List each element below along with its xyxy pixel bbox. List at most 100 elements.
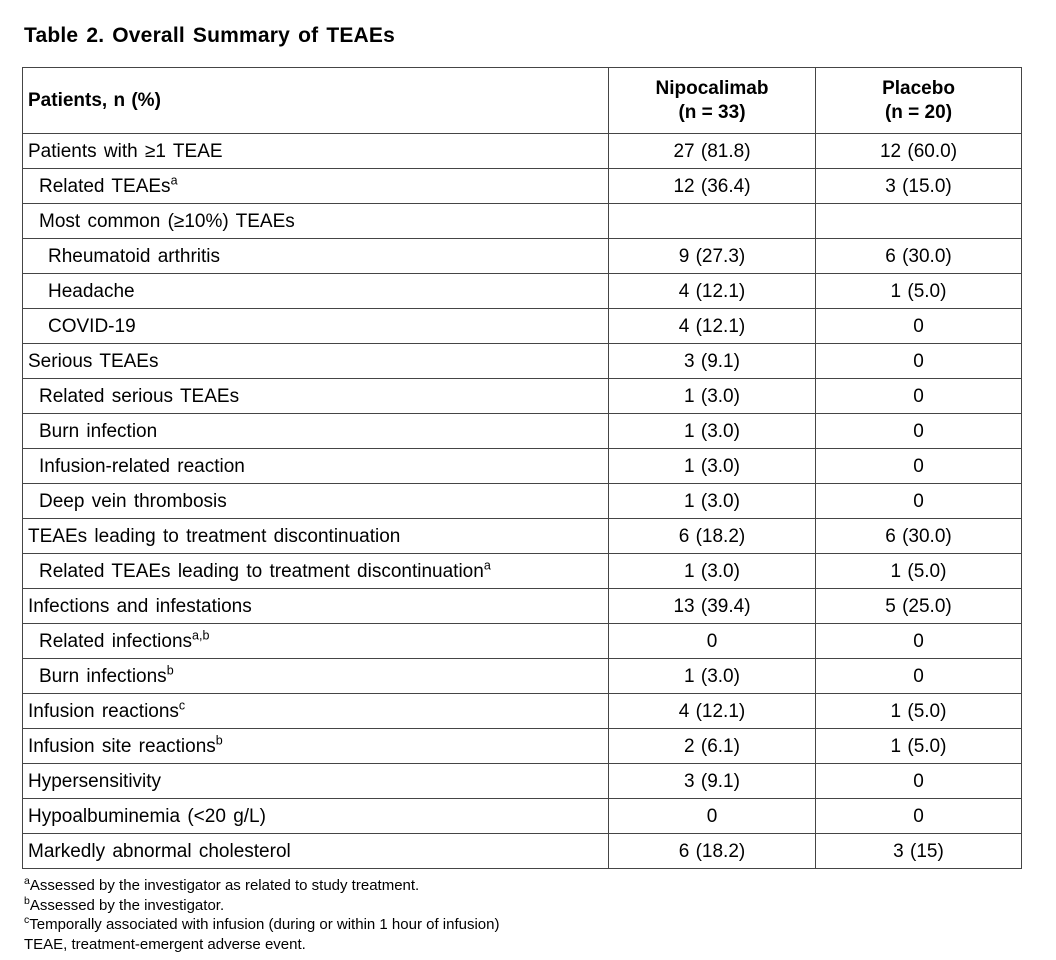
placebo-value: 0 [815, 343, 1022, 379]
placebo-value: 1 (5.0) [815, 728, 1022, 764]
row-label-text: Burn infection [39, 421, 158, 442]
table-row: Infections and infestations 13 (39.4) 5 (2… [22, 588, 1022, 624]
table-row: Serious TEAEs 3 (9.1) 0 [22, 343, 1022, 379]
footnote-line: TEAE, treatment-emergent adverse event. [24, 935, 306, 953]
table-row: Headache 4 (12.1) 1 (5.0) [22, 273, 1022, 309]
column-header-patients: Patients, n (%) [22, 67, 609, 134]
nipocalimab-value: 3 (9.1) [608, 763, 816, 799]
footnote-marker: a [483, 558, 491, 573]
table-header: Patients, n (%) Nipocalimab (n = 33) Pla… [22, 67, 1022, 134]
placebo-value: 0 [815, 623, 1022, 659]
table-row: Deep vein thrombosis 1 (3.0) 0 [22, 483, 1022, 519]
placebo-value: 0 [815, 798, 1022, 834]
table-title: Table 2. Overall Summary of TEAEs [24, 24, 396, 47]
header-row: Patients, n (%) Nipocalimab (n = 33) Pla… [22, 67, 1022, 134]
table-row: Hypoalbuminemia (<20 g/L) 0 0 [22, 798, 1022, 834]
row-label: Hypersensitivity [22, 763, 609, 799]
table-row: Related TEAEs leading to treatment disco… [22, 553, 1022, 589]
nipocalimab-value: 6 (18.2) [608, 833, 816, 869]
footnote-marker: a [24, 875, 30, 887]
nipocalimab-value: 1 (3.0) [608, 378, 816, 414]
row-label: Burn infectionsb [22, 658, 609, 694]
teae-summary-table: Patients, n (%) Nipocalimab (n = 33) Pla… [22, 67, 1022, 869]
row-label: Infusion site reactionsb [22, 728, 609, 764]
row-label: Patients with ≥1 TEAE [22, 133, 609, 169]
row-label: Deep vein thrombosis [22, 483, 609, 519]
column-header-placebo-n: (n = 20) [884, 101, 953, 123]
nipocalimab-value: 9 (27.3) [608, 238, 816, 274]
row-label-text: Related infections [39, 631, 193, 652]
placebo-value [815, 203, 1022, 239]
placebo-value: 0 [815, 413, 1022, 449]
table-row: Rheumatoid arthritis 9 (27.3) 6 (30.0) [22, 238, 1022, 274]
table-row: Markedly abnormal cholesterol 6 (18.2) 3 (… [22, 833, 1022, 869]
row-label: Related serious TEAEs [22, 378, 609, 414]
row-label-text: TEAEs leading to treatment discontinuati… [28, 526, 401, 547]
nipocalimab-value: 1 (3.0) [608, 553, 816, 589]
row-label-text: Hypoalbuminemia (<20 g/L) [28, 806, 266, 827]
table-row: Infusion reactionsc 4 (12.1) 1 (5.0) [22, 693, 1022, 729]
row-label-text: Patients with ≥1 TEAE [28, 141, 223, 162]
row-label-text: Infusion site reactions [28, 736, 216, 757]
column-header-nipocalimab-n: (n = 33) [678, 101, 746, 123]
nipocalimab-value: 4 (12.1) [608, 308, 816, 344]
placebo-value: 0 [815, 763, 1022, 799]
placebo-value: 6 (30.0) [815, 238, 1022, 274]
row-label: Related TEAEsa [22, 168, 609, 204]
nipocalimab-value: 1 (3.0) [608, 448, 816, 484]
row-label-text: Hypersensitivity [28, 771, 162, 792]
row-label-text: Markedly abnormal cholesterol [28, 841, 291, 862]
row-label-text: Infusion reactions [28, 701, 179, 722]
placebo-value: 5 (25.0) [815, 588, 1022, 624]
row-label: Headache [22, 273, 609, 309]
table-row: Burn infectionsb 1 (3.0) 0 [22, 658, 1022, 694]
row-label: Infusion-related reaction [22, 448, 609, 484]
nipocalimab-value: 1 (3.0) [608, 483, 816, 519]
placebo-value: 1 (5.0) [815, 553, 1022, 589]
table-row: TEAEs leading to treatment discontinuati… [22, 518, 1022, 554]
placebo-value: 6 (30.0) [815, 518, 1022, 554]
row-label-text: COVID-19 [48, 316, 136, 337]
row-label: Serious TEAEs [22, 343, 609, 379]
nipocalimab-value: 27 (81.8) [608, 133, 816, 169]
footnote-line: bAssessed by the investigator. [24, 894, 225, 914]
nipocalimab-value: 13 (39.4) [608, 588, 816, 624]
placebo-value: 0 [815, 308, 1022, 344]
row-label-text: Infections and infestations [28, 596, 252, 617]
row-label: COVID-19 [22, 308, 609, 344]
placebo-value: 0 [815, 483, 1022, 519]
column-header-placebo-name: Placebo [882, 77, 955, 99]
table-row: Burn infection 1 (3.0) 0 [22, 413, 1022, 449]
table-row: Most common (≥10%) TEAEs [22, 203, 1022, 239]
placebo-value: 3 (15) [815, 833, 1022, 869]
nipocalimab-value: 1 (3.0) [608, 413, 816, 449]
footnotes: aAssessed by the investigator as related… [24, 876, 500, 954]
row-label: Burn infection [22, 413, 609, 449]
row-label-text: Most common (≥10%) TEAEs [39, 211, 295, 232]
footnote-marker: b [24, 894, 30, 907]
row-label: TEAEs leading to treatment discontinuati… [22, 518, 609, 554]
nipocalimab-value: 4 (12.1) [608, 273, 816, 309]
table-row: Infusion site reactionsb 2 (6.1) 1 (5.0) [22, 728, 1022, 764]
table-row: Patients with ≥1 TEAE 27 (81.8) 12 (60.0) [22, 133, 1022, 169]
table-row: Hypersensitivity 3 (9.1) 0 [22, 763, 1022, 799]
nipocalimab-value: 4 (12.1) [608, 693, 816, 729]
placebo-value: 12 (60.0) [815, 133, 1022, 169]
placebo-value: 0 [815, 378, 1022, 414]
footnote-marker: b [215, 733, 223, 748]
nipocalimab-value [608, 203, 816, 239]
row-label-text: Deep vein thrombosis [39, 491, 227, 512]
placebo-value: 1 (5.0) [815, 273, 1022, 309]
table-row: Infusion-related reaction 1 (3.0) 0 [22, 448, 1022, 484]
column-header-nipocalimab-name: Nipocalimab [655, 77, 769, 99]
footnote-marker: c [178, 698, 186, 713]
row-label: Rheumatoid arthritis [22, 238, 609, 274]
row-label: Infusion reactionsc [22, 693, 609, 729]
footnote-marker: c [24, 914, 30, 926]
column-header-placebo: Placebo (n = 20) [815, 67, 1022, 134]
placebo-value: 0 [815, 448, 1022, 484]
row-label-text: Related serious TEAEs [39, 386, 240, 407]
row-label-text: Burn infections [39, 666, 167, 687]
row-label-text: Related TEAEs [39, 176, 171, 197]
column-header-nipocalimab: Nipocalimab (n = 33) [608, 67, 816, 134]
